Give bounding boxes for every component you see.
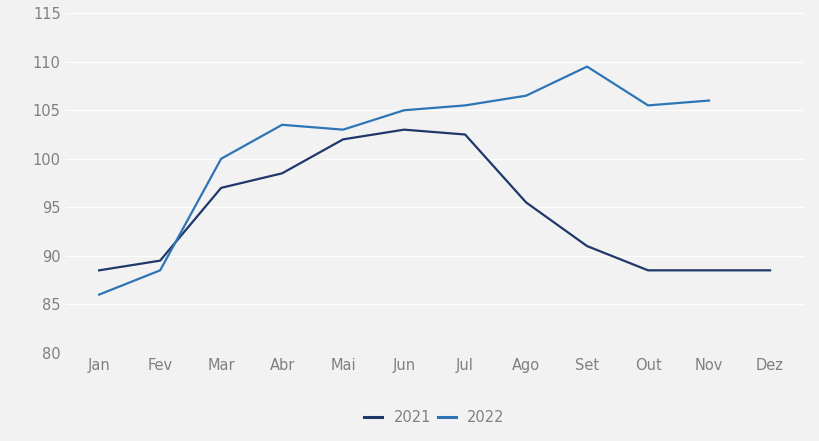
2022 bbox=[581, 64, 591, 69]
2021 bbox=[459, 132, 469, 137]
2022 bbox=[399, 108, 409, 113]
2021 bbox=[94, 268, 104, 273]
2021 bbox=[642, 268, 652, 273]
Line: 2022: 2022 bbox=[99, 67, 708, 295]
2021 bbox=[399, 127, 409, 132]
2021 bbox=[216, 185, 226, 191]
Line: 2021: 2021 bbox=[99, 130, 769, 270]
2022 bbox=[459, 103, 469, 108]
Legend: 2021, 2022: 2021, 2022 bbox=[358, 404, 510, 431]
2021 bbox=[704, 268, 713, 273]
2021 bbox=[581, 243, 591, 249]
2022 bbox=[155, 268, 165, 273]
2022 bbox=[277, 122, 287, 127]
2022 bbox=[521, 93, 531, 98]
2021 bbox=[764, 268, 774, 273]
2021 bbox=[155, 258, 165, 263]
2022 bbox=[94, 292, 104, 297]
2022 bbox=[704, 98, 713, 103]
2021 bbox=[337, 137, 347, 142]
2022 bbox=[642, 103, 652, 108]
2021 bbox=[277, 171, 287, 176]
2022 bbox=[216, 156, 226, 161]
2021 bbox=[521, 200, 531, 205]
2022 bbox=[337, 127, 347, 132]
